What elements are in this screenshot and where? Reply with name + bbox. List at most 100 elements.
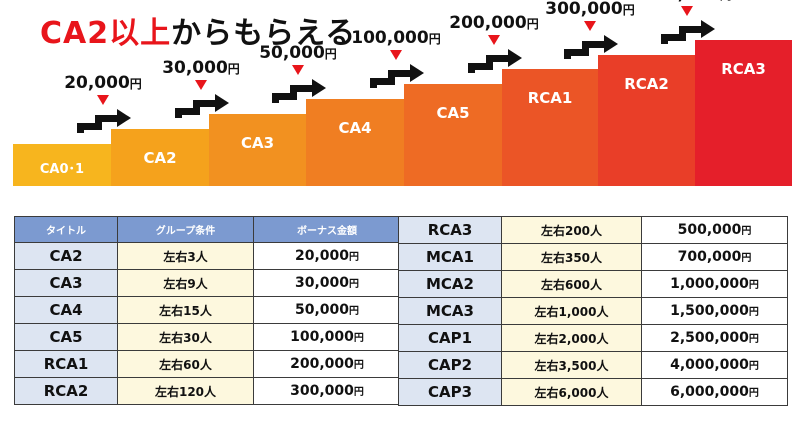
stair-arrow-icon [77, 109, 131, 133]
group-condition-text: 左右3人 [163, 249, 208, 264]
group-condition: 左右120人 [117, 377, 254, 405]
down-triangle-icon [97, 95, 109, 105]
table-row: CA2 左右3人 20,000円 [14, 242, 401, 270]
rank-title: RCA2 [14, 377, 118, 405]
bonus-amount-text: 300,000 [290, 383, 354, 399]
amount-unit: 円 [526, 17, 539, 31]
group-condition: 左右1,000人 [501, 297, 642, 325]
rank-title-text: MCA1 [426, 248, 474, 266]
rank-title-text: MCA3 [426, 302, 474, 320]
rank-title: MCA3 [398, 297, 502, 325]
rank-title: RCA1 [14, 350, 118, 378]
currency-unit: 円 [748, 307, 759, 318]
bonus-table-left: タイトル グループ条件 ボーナス金額 CA2 左右3人 20,000円 CA3 左右9人… [14, 216, 401, 405]
bonus-amount: 1,000,000円 [641, 270, 788, 298]
group-condition: 左右15人 [117, 296, 254, 324]
rank-title: CAP1 [398, 324, 502, 352]
rank-title-text: CA4 [49, 301, 83, 319]
bonus-amount: 300,000円 [253, 377, 401, 405]
down-triangle-icon [292, 65, 304, 75]
group-condition: 左右3人 [117, 242, 254, 270]
bonus-amount: 700,000円 [641, 243, 788, 271]
currency-unit: 円 [748, 388, 759, 399]
table-row: CA5 左右30人 100,000円 [14, 323, 401, 351]
bonus-amount: 1,500,000円 [641, 297, 788, 325]
step-label: CA0･1 [39, 162, 85, 177]
amount-unit: 円 [720, 0, 732, 2]
group-condition-text: 左右9人 [163, 276, 208, 291]
amount-value: 300,000 [545, 0, 623, 19]
step-ca4: CA4 [306, 99, 404, 186]
rank-title-text: CA2 [49, 247, 83, 265]
group-condition-text: 左右6,000人 [534, 385, 609, 400]
bonus-amount: 4,000,000円 [641, 351, 788, 379]
step-bonus-amount: 200,000円 [449, 13, 538, 33]
group-condition: 左右350人 [501, 243, 642, 271]
bonus-amount-text: 2,500,000 [670, 330, 749, 346]
currency-unit: 円 [349, 306, 360, 317]
bonus-amount: 100,000円 [253, 323, 401, 351]
step-ca2: CA2 [111, 129, 209, 186]
group-condition-text: 左右30人 [159, 330, 212, 345]
currency-unit: 円 [748, 334, 759, 345]
group-condition-text: 左右15人 [159, 303, 212, 318]
table-row: RCA2 左右120人 300,000円 [14, 377, 401, 405]
rank-title: RCA3 [398, 216, 502, 244]
rank-title-text: RCA1 [43, 355, 89, 373]
down-triangle-icon [681, 6, 693, 16]
step-bonus-amount: 300,000円 [545, 0, 634, 19]
table-row: CA4 左右15人 50,000円 [14, 296, 401, 324]
step-rca3: RCA3 [695, 40, 792, 186]
step-label: CA3 [240, 134, 275, 152]
rank-title: MCA2 [398, 270, 502, 298]
rank-title: CA5 [14, 323, 118, 351]
group-condition: 左右9人 [117, 269, 254, 297]
bonus-amount-text: 200,000 [290, 356, 354, 372]
step-label: RCA1 [527, 89, 573, 107]
step-bonus-amount: 50,000円 [259, 43, 337, 63]
amount-value: 200,000 [449, 13, 527, 33]
amount-unit: 円 [324, 47, 337, 61]
rank-title: CAP2 [398, 351, 502, 379]
step-label: CA4 [338, 119, 372, 137]
group-condition-text: 左右2,000人 [534, 331, 609, 346]
rank-title: MCA1 [398, 243, 502, 271]
step-label: RCA3 [721, 60, 766, 78]
table-row: MCA3 左右1,000人 1,500,000円 [398, 297, 788, 325]
stair-arrow-icon [564, 35, 618, 59]
bonus-amount-text: 100,000 [290, 329, 354, 345]
group-condition: 左右600人 [501, 270, 642, 298]
bonus-amount-text: 30,000 [294, 275, 350, 291]
down-triangle-icon [390, 50, 402, 60]
bonus-amount: 50,000円 [253, 296, 401, 324]
group-condition-text: 左右1,000人 [534, 304, 609, 319]
step-ca3: CA3 [209, 114, 306, 186]
currency-unit: 円 [741, 253, 752, 264]
bonus-amount-text: 700,000 [677, 249, 742, 265]
step-bonus-amount: 500,000円 [642, 0, 731, 4]
rank-title: CA3 [14, 269, 118, 297]
page-title: CA2以上からもらえる [40, 8, 356, 52]
amount-unit: 円 [428, 32, 441, 46]
bonus-amount-text: 4,000,000 [670, 357, 749, 373]
bonus-amount: 2,500,000円 [641, 324, 788, 352]
rank-title: CA4 [14, 296, 118, 324]
down-triangle-icon [195, 80, 207, 90]
amount-value: 20,000 [64, 73, 130, 93]
bonus-amount: 30,000円 [253, 269, 401, 297]
currency-unit: 円 [741, 226, 752, 237]
group-condition: 左右30人 [117, 323, 254, 351]
rank-title-text: RCA3 [427, 221, 473, 239]
step-rca1: RCA1 [502, 69, 598, 186]
bonus-amount-text: 500,000 [677, 222, 742, 238]
rank-title-text: CA5 [49, 328, 83, 346]
rank-title: CA2 [14, 242, 118, 270]
amount-unit: 円 [129, 77, 142, 91]
bonus-amount-text: 1,500,000 [670, 303, 749, 319]
title-rest: からもらえる [171, 16, 357, 51]
table-row: CA3 左右9人 30,000円 [14, 269, 401, 297]
rank-title-text: CAP3 [427, 383, 473, 401]
currency-unit: 円 [748, 280, 759, 291]
table-row: RCA1 左右60人 200,000円 [14, 350, 401, 378]
stair-arrow-icon [175, 94, 229, 118]
